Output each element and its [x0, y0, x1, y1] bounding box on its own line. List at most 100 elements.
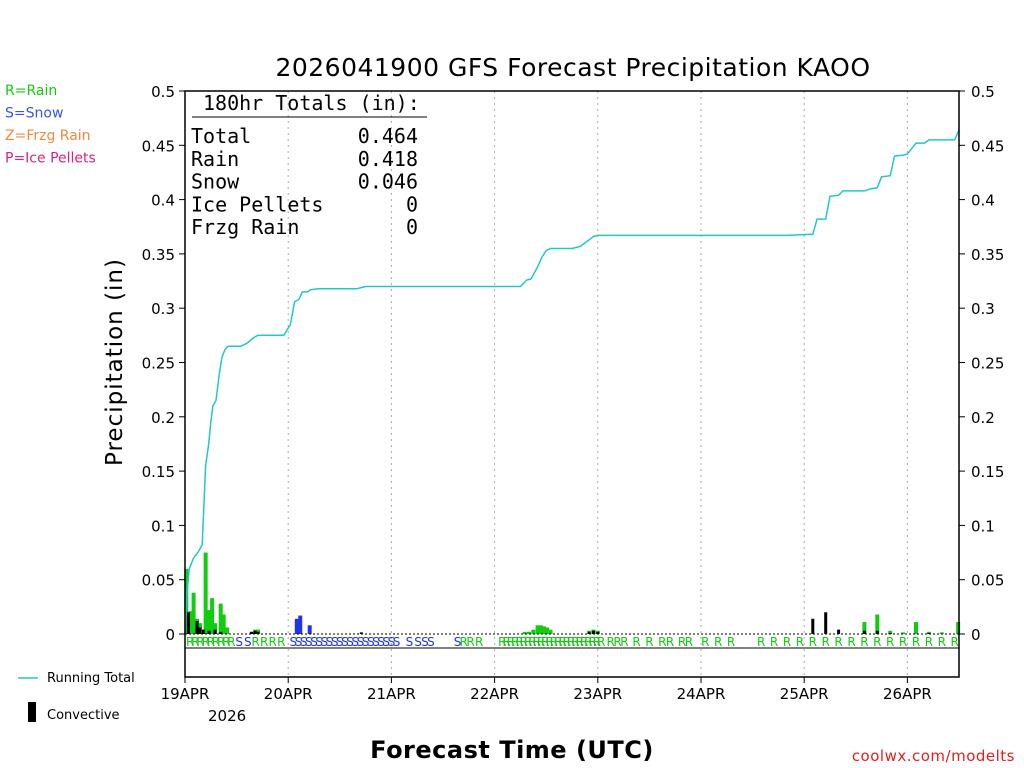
rain-marker: R: [558, 635, 566, 649]
y-tick-label: 0.05: [142, 572, 175, 590]
y-tick-label: 0.15: [142, 463, 175, 481]
rain-marker: R: [607, 635, 615, 649]
y-tick-label: 0.35: [142, 246, 175, 264]
convective-bar: [213, 629, 217, 634]
rain-marker: R: [714, 635, 722, 649]
plot-frame: [184, 90, 960, 678]
rain-bar: [527, 631, 531, 634]
watermark: coolwx.com/modelts: [852, 747, 1015, 765]
totals-box: 180hr Totals (in): Total 0.464 Rain 0.418 Sn…: [191, 91, 427, 239]
convective-bar: [824, 612, 828, 634]
rain-marker: R: [269, 635, 277, 649]
totals-row-label: Rain: [191, 147, 239, 171]
x-tick-label: 25APR: [780, 685, 829, 703]
rain-bar: [531, 629, 536, 634]
y-tick-label: 0: [165, 626, 175, 644]
rain-marker: R: [222, 635, 230, 649]
convective-bar: [198, 627, 202, 634]
y-tick-label-right: 0.35: [971, 246, 1004, 264]
y-tick-label-right: 0.1: [971, 517, 995, 535]
totals-row-label: Total: [191, 124, 251, 148]
y-tick-label: 0.4: [151, 192, 175, 210]
rain-marker: R: [207, 635, 215, 649]
totals-row-label: Frzg Rain: [191, 215, 299, 239]
rain-bar: [888, 630, 893, 634]
y-tick-label: 0.3: [151, 300, 175, 318]
rain-marker: R: [645, 635, 653, 649]
rain-bar: [875, 614, 880, 634]
rain-bar: [535, 625, 540, 634]
rain-marker: R: [260, 635, 268, 649]
y-tick-label-right: 0.25: [971, 355, 1004, 373]
rain-bar: [545, 627, 550, 634]
running-total-legend-label: Running Total: [47, 671, 135, 686]
convective-bar: [592, 630, 595, 634]
rain-bar: [225, 627, 230, 634]
totals-row-value: 0.464: [358, 124, 418, 148]
chart-title: 2026041900 GFS Forecast Precipitation KA…: [275, 53, 870, 82]
snow-marker: S: [382, 635, 390, 649]
rain-marker: R: [951, 635, 959, 649]
x-tick-label: 26APR: [883, 685, 932, 703]
x-tick-label: 20APR: [264, 685, 313, 703]
precip-type-legend-item: P=Ice Pellets: [5, 151, 96, 167]
rain-marker: R: [847, 635, 855, 649]
rain-marker: R: [938, 635, 946, 649]
convective-bar: [186, 612, 190, 634]
y-tick-label-right: 0.45: [971, 137, 1004, 155]
snow-bar: [294, 618, 299, 634]
convective-bar: [207, 630, 211, 634]
precip-bars: [184, 552, 961, 634]
rain-bar: [548, 629, 553, 634]
rain-bar: [203, 552, 208, 634]
year-label: 2026: [208, 707, 246, 725]
snow-bar: [298, 615, 303, 634]
y-tick-label: 0.45: [142, 137, 175, 155]
rain-marker: R: [685, 635, 693, 649]
convective-legend-label: Convective: [47, 708, 120, 723]
convective-bar: [875, 630, 879, 634]
rain-marker: R: [809, 635, 817, 649]
snow-marker: S: [362, 635, 370, 649]
y-tick-label-right: 0.15: [971, 463, 1004, 481]
rain-marker: R: [886, 635, 894, 649]
rain-marker: R: [520, 635, 528, 649]
rain-bar: [210, 598, 215, 634]
totals-row-label: Ice Pellets: [191, 192, 323, 216]
totals-row-value: 0.046: [358, 170, 418, 194]
rain-marker: R: [757, 635, 765, 649]
snow-marker: S: [421, 635, 429, 649]
snow-marker: S: [295, 635, 303, 649]
x-axis: 19APR 20APR 21APR 22APR 23APR 24APR 25APR 26APR: [161, 677, 932, 703]
rain-bar: [191, 592, 196, 634]
snow-marker: S: [372, 635, 380, 649]
x-tick-label: 22APR: [470, 685, 519, 703]
snow-marker: S: [326, 635, 334, 649]
snow-marker: S: [367, 635, 375, 649]
snow-marker: S: [235, 635, 243, 649]
x-tick-label: 23APR: [573, 685, 622, 703]
y-tick-label-right: 0.4: [971, 192, 995, 210]
rain-marker: R: [678, 635, 686, 649]
convective-bars: [186, 612, 931, 634]
rain-marker: R: [554, 635, 562, 649]
totals-row-value: 0: [406, 192, 418, 216]
rain-marker: R: [212, 635, 220, 649]
convective-legend-swatch: [28, 702, 36, 722]
convective-bar: [587, 631, 591, 634]
rain-marker: R: [498, 635, 506, 649]
rain-marker: R: [217, 635, 225, 649]
rain-marker: R: [620, 635, 628, 649]
rain-bar: [862, 622, 867, 634]
running-total-line: [184, 129, 960, 635]
snow-marker: S: [244, 635, 252, 649]
rain-marker: R: [567, 635, 575, 649]
y-axis-left: 0 0.05 0.1 0.15 0.2 0.25 0.3 0.35 0.4 0.45 0.5: [142, 83, 185, 644]
rain-marker: R: [524, 635, 532, 649]
rain-marker: R: [563, 635, 571, 649]
rain-marker: R: [277, 635, 285, 649]
rain-marker: R: [727, 635, 735, 649]
rain-marker: R: [783, 635, 791, 649]
